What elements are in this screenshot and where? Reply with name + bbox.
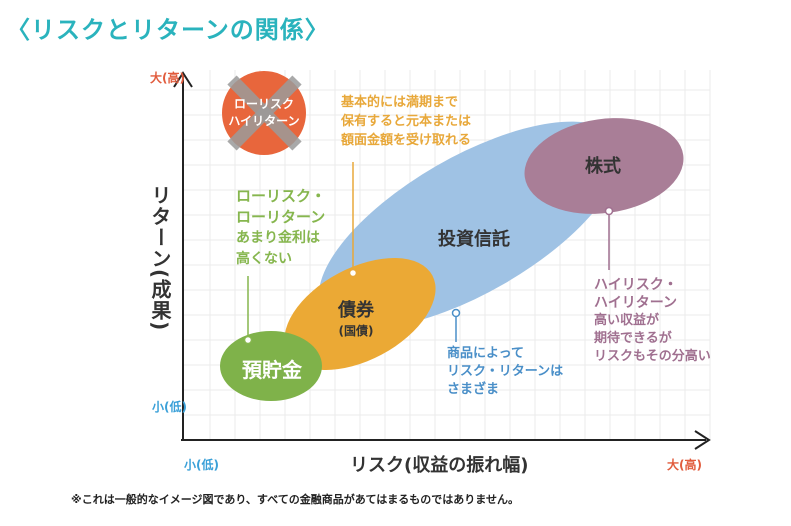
bond-leader-dot: [348, 268, 358, 278]
trust-annotation: 商品によって リスク・リターンは さまざま: [447, 346, 564, 397]
deposit-area: [220, 331, 322, 401]
page-title: 〈リスクとリターンの関係〉: [6, 16, 330, 44]
bond-sub-label: (国債): [339, 323, 374, 338]
crossed-out-label: ローリスク: [234, 97, 294, 111]
stock-area: [524, 118, 684, 214]
investment-trust-label: 投資信託: [438, 228, 510, 250]
footnote: ※これは一般的なイメージ図であり、すべての金融商品があてはまるものではありません…: [71, 493, 519, 506]
y-axis-label: リターン(成果): [148, 185, 172, 332]
x-axis-arrowhead: [694, 430, 711, 450]
bond-label: 債券: [337, 299, 375, 321]
bond-annotation: 基本的には満期まで 保有すると元本または 額面金額を受け取れる: [341, 95, 472, 148]
cross-mark-line: [227, 75, 302, 151]
x-axis-left-label: 小(低): [184, 458, 219, 472]
x-axis-label: リスク(収益の振れ幅): [350, 455, 529, 476]
stock-annotation: ハイリスク・ ハイリターン 高い収益が 期待できるが リスクもその分高い: [594, 277, 711, 364]
y-axis-bottom-label: 小(低): [152, 400, 187, 414]
deposit-leader-dot: [243, 335, 253, 345]
trust-leader-dot: [451, 308, 461, 318]
stock-leader-dot: [604, 206, 614, 216]
y-axis-top-label: 大(高): [150, 71, 185, 85]
bond-area: [284, 258, 436, 370]
deposit-label: 預貯金: [242, 358, 303, 382]
y-axis-arrowhead: [173, 71, 193, 88]
crossed-out-label: ハイリターン: [228, 114, 299, 128]
stock-label: 株式: [585, 155, 621, 177]
x-axis-right-label: 大(高): [667, 458, 702, 472]
deposit-annotation: ローリスク・ ローリターン あまり金利は 高くない: [236, 187, 326, 267]
